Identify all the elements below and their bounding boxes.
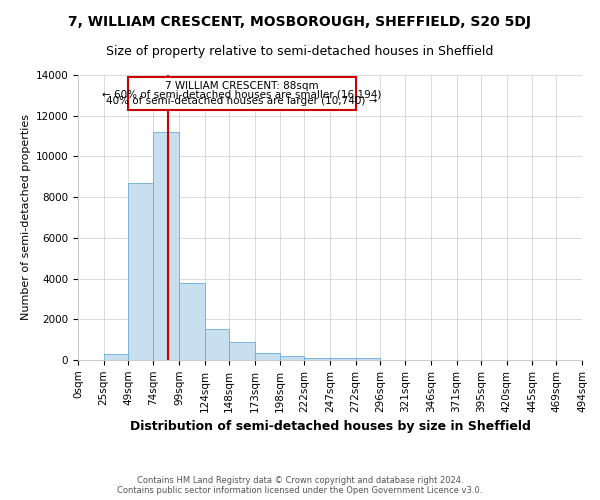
Bar: [154, 132, 179, 360]
Y-axis label: Number of semi-detached properties: Number of semi-detached properties: [22, 114, 31, 320]
Text: 7, WILLIAM CRESCENT, MOSBOROUGH, SHEFFIELD, S20 5DJ: 7, WILLIAM CRESCENT, MOSBOROUGH, SHEFFIE…: [68, 15, 532, 29]
Text: 7 WILLIAM CRESCENT: 88sqm: 7 WILLIAM CRESCENT: 88sqm: [165, 81, 319, 91]
X-axis label: Distribution of semi-detached houses by size in Sheffield: Distribution of semi-detached houses by …: [130, 420, 530, 433]
Bar: [229, 342, 254, 360]
Bar: [104, 354, 128, 360]
Bar: [205, 330, 229, 360]
Text: ← 60% of semi-detached houses are smaller (16,194): ← 60% of semi-detached houses are smalle…: [102, 90, 382, 100]
Bar: [330, 358, 356, 360]
Bar: [128, 183, 154, 360]
Text: Contains HM Land Registry data © Crown copyright and database right 2024.
Contai: Contains HM Land Registry data © Crown c…: [118, 476, 482, 495]
Text: Size of property relative to semi-detached houses in Sheffield: Size of property relative to semi-detach…: [106, 45, 494, 58]
Text: 40% of semi-detached houses are larger (10,740) →: 40% of semi-detached houses are larger (…: [106, 96, 377, 106]
Bar: [304, 358, 330, 360]
Bar: [128, 77, 356, 110]
Bar: [356, 358, 380, 360]
Bar: [280, 356, 304, 360]
Bar: [254, 353, 280, 360]
Bar: [179, 282, 205, 360]
